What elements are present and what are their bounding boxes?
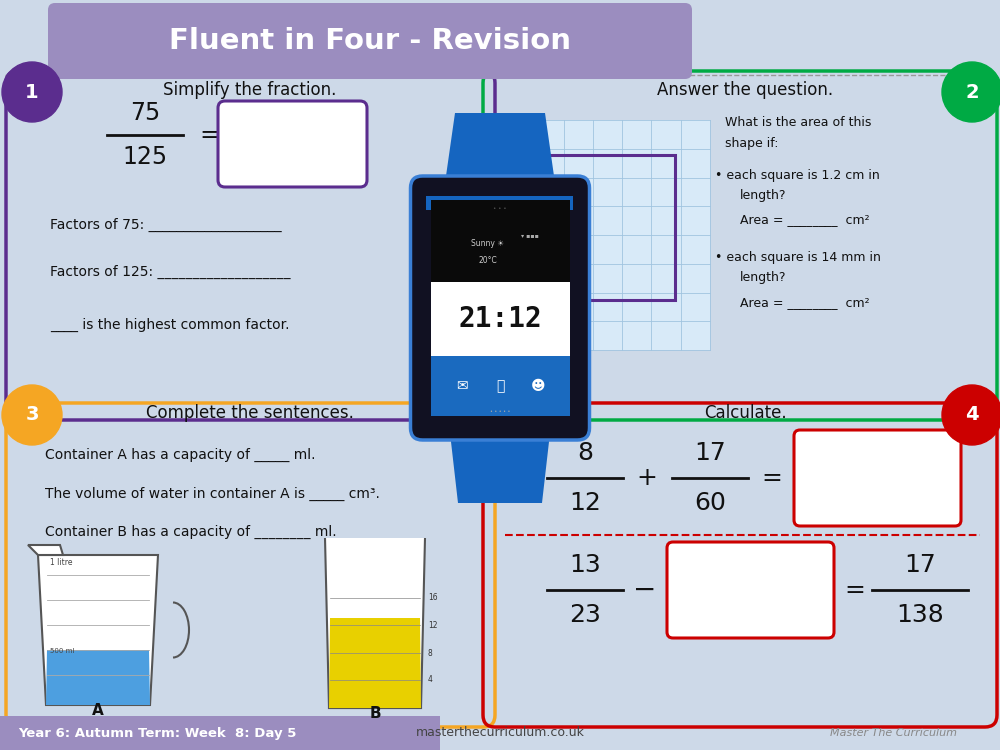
Bar <box>430 282 570 356</box>
Text: 17: 17 <box>904 553 936 577</box>
Text: masterthecurriculum.co.uk: masterthecurriculum.co.uk <box>416 727 584 740</box>
Text: Area = ________  cm²: Area = ________ cm² <box>740 214 870 226</box>
Polygon shape <box>329 618 421 708</box>
FancyBboxPatch shape <box>48 3 692 79</box>
Text: 16: 16 <box>428 593 438 602</box>
Text: Year 6: Autumn Term: Week  8: Day 5: Year 6: Autumn Term: Week 8: Day 5 <box>18 727 296 740</box>
Text: • • • • •: • • • • • <box>490 409 510 414</box>
Text: Sunny ☀: Sunny ☀ <box>471 238 505 248</box>
Polygon shape <box>46 650 150 705</box>
Text: 3: 3 <box>25 406 39 424</box>
Text: ____ is the highest common factor.: ____ is the highest common factor. <box>50 318 290 332</box>
Text: length?: length? <box>740 188 786 202</box>
Bar <box>430 200 570 282</box>
Text: A: A <box>92 703 104 718</box>
Text: 75: 75 <box>130 101 160 125</box>
Text: • • •: • • • <box>493 206 507 212</box>
Circle shape <box>942 385 1000 445</box>
Text: Complete the sentences.: Complete the sentences. <box>146 404 354 422</box>
Text: ✉: ✉ <box>456 379 468 393</box>
Text: 20°C: 20°C <box>479 256 497 265</box>
Text: Simplify the fraction.: Simplify the fraction. <box>163 81 337 99</box>
Text: 23: 23 <box>569 603 601 627</box>
Text: 8: 8 <box>577 441 593 465</box>
Polygon shape <box>325 538 425 708</box>
Text: 60: 60 <box>694 491 726 515</box>
Bar <box>505 120 710 350</box>
Text: 21:12: 21:12 <box>458 304 542 333</box>
Text: 1 litre: 1 litre <box>50 558 72 567</box>
Text: B: B <box>369 706 381 721</box>
Text: Factors of 125: ___________________: Factors of 125: ___________________ <box>50 265 290 279</box>
Bar <box>530 155 675 300</box>
Text: 12: 12 <box>569 491 601 515</box>
FancyBboxPatch shape <box>794 430 961 526</box>
Text: 138: 138 <box>896 603 944 627</box>
Text: =: = <box>845 578 865 602</box>
Text: • each square is 1.2 cm in: • each square is 1.2 cm in <box>715 169 880 182</box>
Bar <box>0 716 440 750</box>
Bar <box>430 356 570 416</box>
Text: =: = <box>200 123 220 147</box>
Text: Container B has a capacity of ________ ml.: Container B has a capacity of ________ m… <box>45 525 337 539</box>
Text: shape if:: shape if: <box>725 137 778 151</box>
Text: Answer the question.: Answer the question. <box>657 81 833 99</box>
Polygon shape <box>445 113 555 183</box>
Text: ▾ ▪▪▪: ▾ ▪▪▪ <box>521 234 539 239</box>
FancyBboxPatch shape <box>410 176 590 440</box>
Text: 500 ml: 500 ml <box>50 648 74 654</box>
Text: Container A has a capacity of _____ ml.: Container A has a capacity of _____ ml. <box>45 448 316 462</box>
Text: 13: 13 <box>569 553 601 577</box>
Text: The volume of water in container A is _____ cm³.: The volume of water in container A is __… <box>45 487 380 501</box>
Text: Factors of 75: ___________________: Factors of 75: ___________________ <box>50 218 282 232</box>
Text: 4: 4 <box>965 406 979 424</box>
Text: 2: 2 <box>965 82 979 101</box>
Text: 8: 8 <box>428 649 433 658</box>
FancyBboxPatch shape <box>218 101 367 187</box>
Text: Area = ________  cm²: Area = ________ cm² <box>740 296 870 310</box>
Text: −: − <box>633 576 657 604</box>
Text: Master The Curriculum: Master The Curriculum <box>830 728 957 738</box>
FancyBboxPatch shape <box>667 542 834 638</box>
Text: =: = <box>762 466 782 490</box>
Text: • each square is 14 mm in: • each square is 14 mm in <box>715 251 881 265</box>
Text: What is the area of this: What is the area of this <box>725 116 871 128</box>
Polygon shape <box>450 433 550 503</box>
Circle shape <box>942 62 1000 122</box>
Text: +: + <box>637 466 657 490</box>
Polygon shape <box>38 555 158 705</box>
Text: ☻: ☻ <box>531 379 545 393</box>
Text: ⌕: ⌕ <box>496 379 504 393</box>
Text: 1: 1 <box>25 82 39 101</box>
Text: 17: 17 <box>694 441 726 465</box>
Bar <box>426 196 573 210</box>
Text: length?: length? <box>740 272 786 284</box>
Circle shape <box>2 62 62 122</box>
Text: Calculate.: Calculate. <box>704 404 786 422</box>
Text: 12: 12 <box>428 620 438 629</box>
Polygon shape <box>28 545 63 555</box>
Text: Fluent in Four - Revision: Fluent in Four - Revision <box>169 27 571 55</box>
Text: 4: 4 <box>428 676 433 685</box>
Circle shape <box>2 385 62 445</box>
Text: 125: 125 <box>122 145 168 169</box>
